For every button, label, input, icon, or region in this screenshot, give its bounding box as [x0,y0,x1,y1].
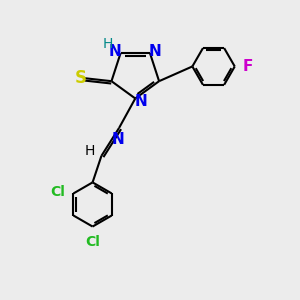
Text: N: N [109,44,122,59]
Text: N: N [149,44,162,59]
Text: H: H [103,37,113,51]
Text: N: N [111,132,124,147]
Text: N: N [134,94,147,109]
Text: Cl: Cl [50,185,65,199]
Text: F: F [243,59,254,74]
Text: H: H [85,144,95,158]
Text: S: S [75,69,87,87]
Text: Cl: Cl [85,235,100,249]
